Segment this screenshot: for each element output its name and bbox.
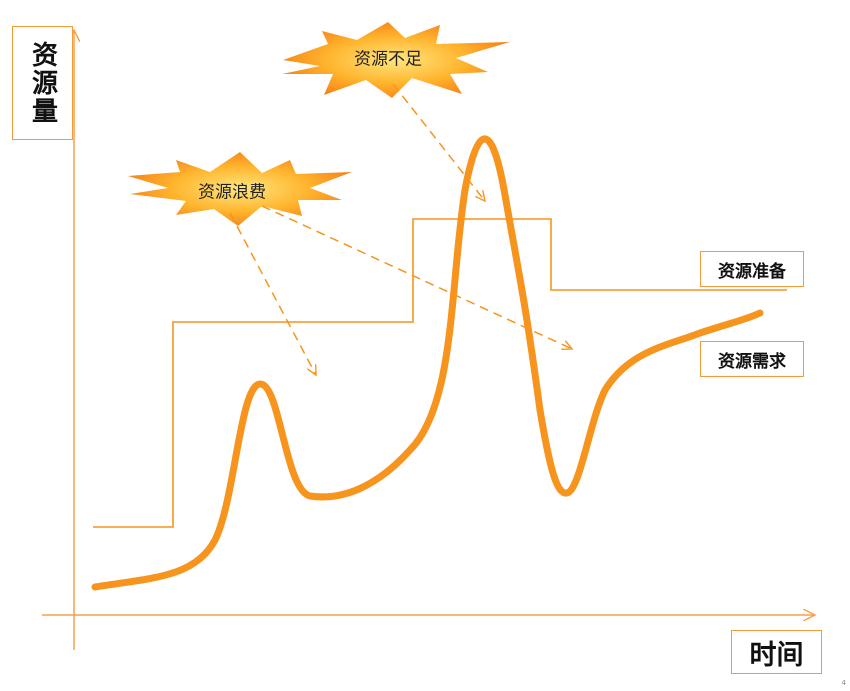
supply-legend-label: 资源准备 (700, 251, 804, 287)
shortage-arrow (392, 83, 485, 201)
page-number: 4 (841, 679, 846, 687)
waste-callout-text: 资源浪费 (198, 182, 266, 203)
waste-burst-shape (128, 152, 352, 226)
y-axis-label: 资源量 (12, 26, 73, 140)
shortage-callout-text: 资源不足 (354, 49, 422, 70)
shortage-burst-shape (282, 22, 510, 98)
demand-legend-label: 资源需求 (700, 341, 804, 377)
waste-arrow-1 (229, 212, 316, 375)
x-axis-label: 时间 (731, 630, 822, 674)
waste-arrow-2 (261, 205, 572, 349)
supply-step-line (93, 218, 787, 528)
